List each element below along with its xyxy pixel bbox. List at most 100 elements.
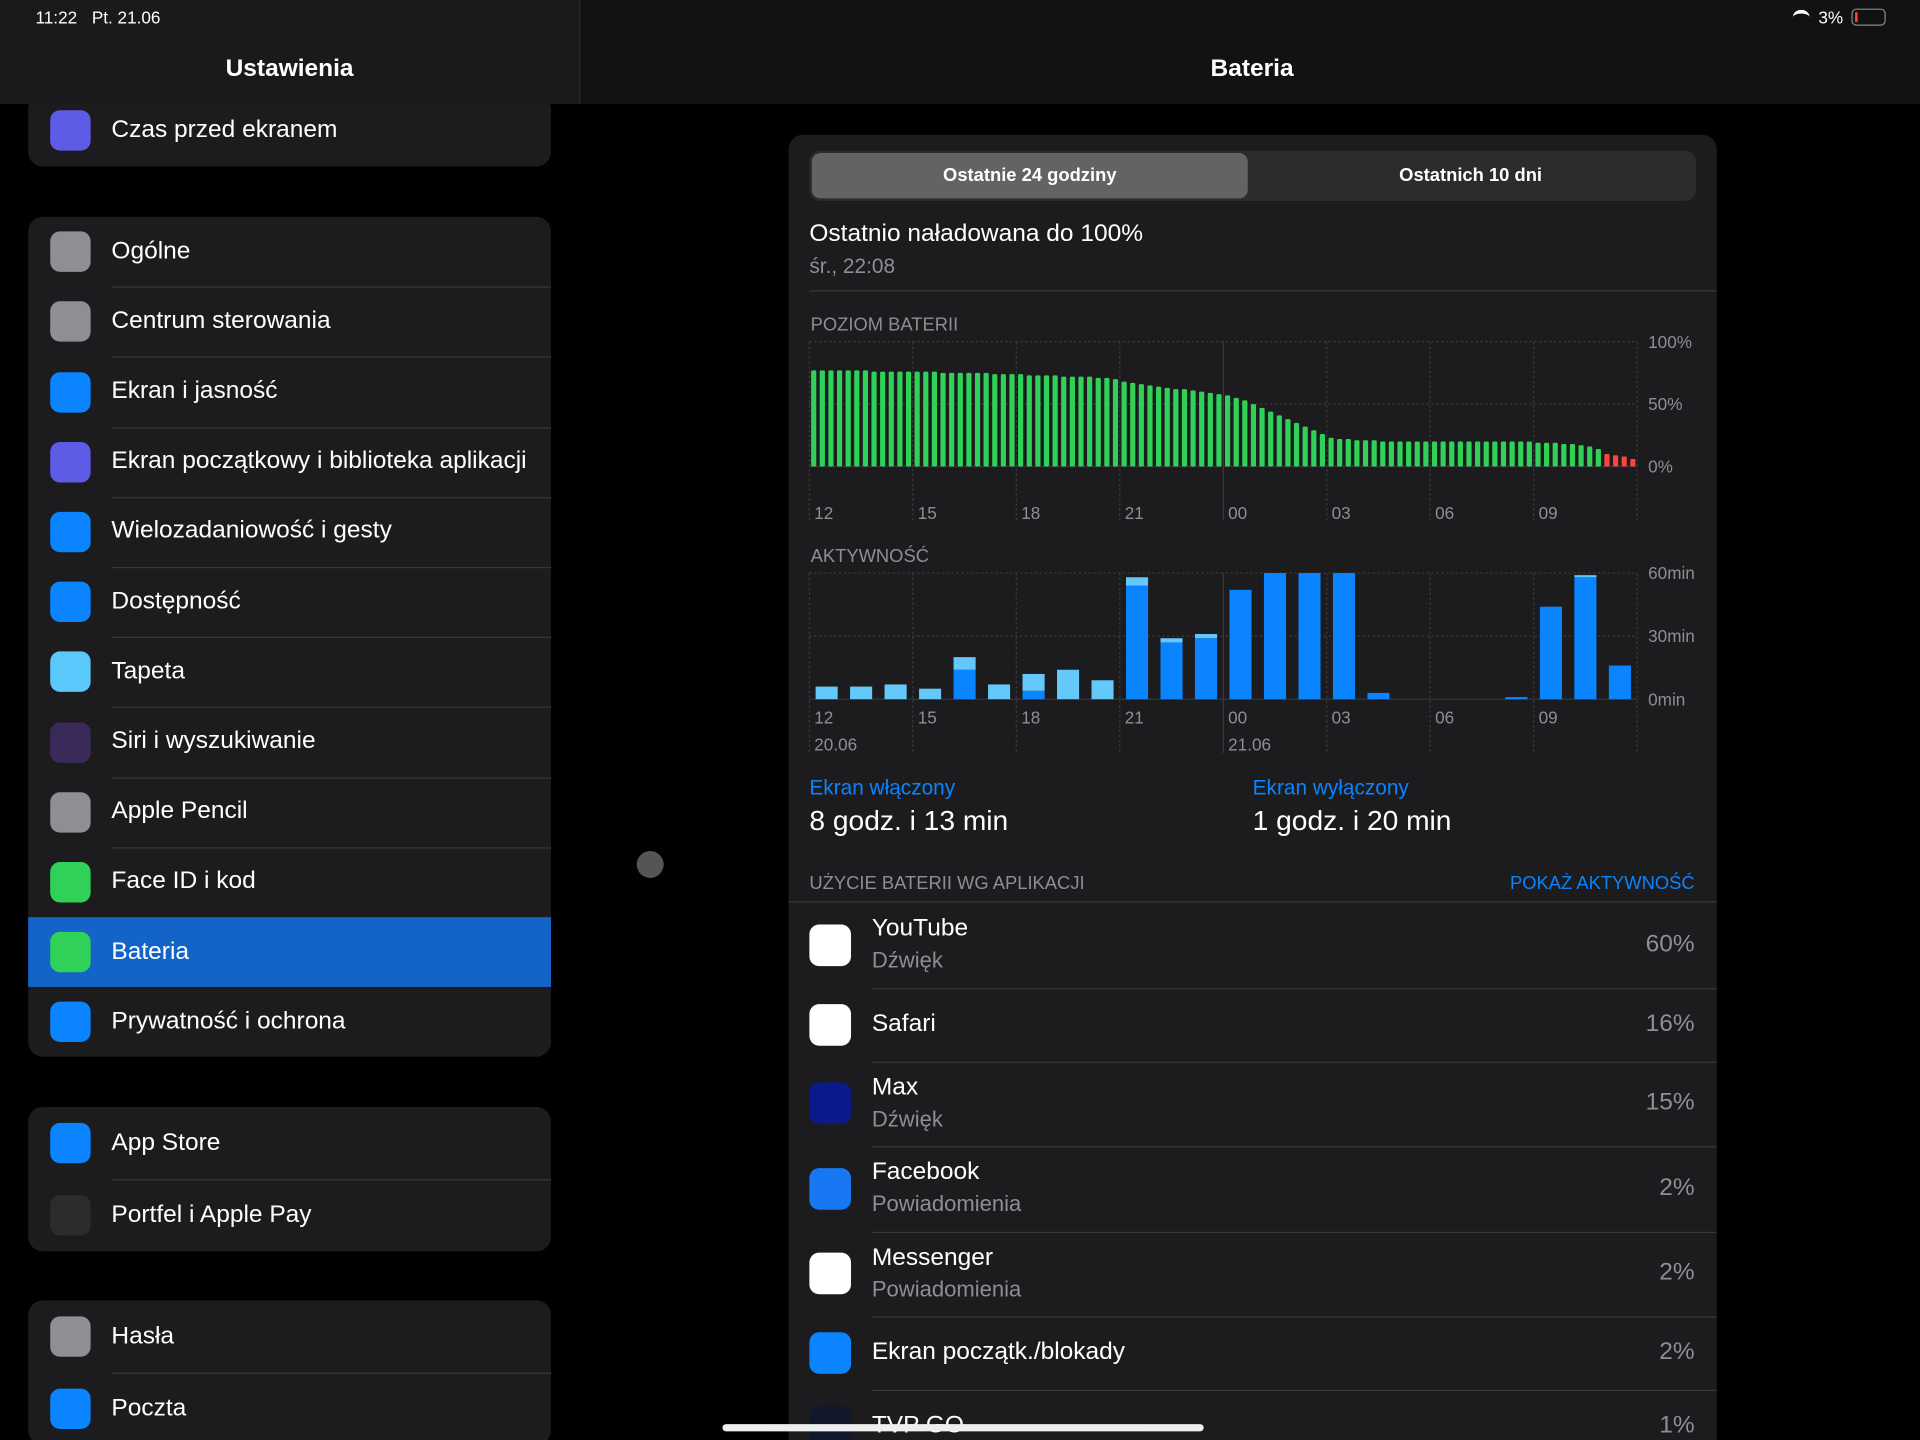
battery-bar [1018,374,1024,467]
activity-bar [1022,673,1045,691]
battery-bar [1440,441,1446,467]
x-tick-label: 06 [1435,708,1454,728]
x-tick-label: 03 [1332,503,1351,523]
battery-bar [1276,415,1282,467]
x-tick-label: 18 [1021,503,1040,523]
app-icon [809,1405,852,1440]
battery-bar [1613,455,1619,467]
row-label: Dostępność [111,587,241,615]
activity-bar [1194,638,1218,700]
settings-group [28,1106,552,1252]
battery-bar [1285,419,1291,467]
x-tick-label: 09 [1539,503,1558,523]
app-detail: Dźwięk [871,947,943,973]
x-tick-label: 15 [918,708,937,728]
battery-bar [1164,387,1170,467]
battery-bar [1104,377,1110,467]
y-tick-label: 60min [1648,563,1695,583]
battery-bar [1138,384,1144,467]
screen-off-label: Ekran wyłączony [1252,776,1409,800]
battery-bar [1595,449,1601,467]
show-activity-button[interactable]: POKAŻ AKTYWNOŚĆ [1509,873,1695,894]
battery-bar [1621,456,1627,467]
battery-bar [836,370,843,467]
battery-bar [1544,442,1550,467]
row-label: Prywatność i ochrona [111,1007,346,1035]
battery-bar [1457,441,1463,467]
separator [788,901,1717,903]
battery-bar [931,371,938,467]
x-tick-label: 09 [1539,708,1558,728]
separator [871,987,1717,989]
app-icon [809,1003,852,1046]
battery-bar [811,370,817,467]
activity-bar [1298,573,1321,700]
activity-bar [1091,680,1114,700]
x-tick-label: 12 [814,503,833,523]
app-percent: 60% [1645,930,1695,958]
y-tick-label: 0min [1648,689,1685,709]
battery-bar [1518,441,1524,467]
battery-bar [1190,390,1196,467]
battery-bar [957,372,963,467]
x-tick-label: 03 [1332,708,1351,728]
battery-bar [923,371,929,467]
battery-bar [1130,382,1136,467]
app-name: Facebook [871,1158,980,1186]
row-label: Ogólne [111,237,191,264]
row-label: Ekran początkowy i biblioteka aplikacji [111,447,527,475]
activity-bar [1574,577,1597,700]
detail-header: Bateria [579,0,1920,105]
screen-on-label: Ekran włączony [809,776,956,800]
battery-bar [905,371,912,467]
battery-bar [1423,441,1429,467]
separator [111,707,552,709]
row-icon [50,1388,91,1429]
date-label: 21.06 [1228,735,1271,755]
battery-bar [1371,440,1377,467]
app-name: Ekran początk./blokady [871,1338,1126,1366]
activity-bar [884,684,907,700]
app-icon [809,1252,852,1295]
activity-bar [1126,577,1149,586]
app-name: Messenger [871,1243,993,1271]
x-tick-label: 21 [1125,708,1144,728]
battery-bar [949,372,955,467]
activity-bar [1160,638,1183,643]
battery-bar [1319,434,1326,467]
battery-bar [871,371,877,467]
settings-row[interactable] [28,917,552,988]
battery-bar [1406,441,1412,467]
separator [111,286,552,288]
segment[interactable]: Ostatnich 10 dni [1399,165,1543,187]
x-tick-label: 12 [814,708,833,728]
separator [871,1231,1717,1233]
battery-bar [1475,441,1481,467]
battery-bar [897,371,903,467]
y-tick-label: 30min [1648,626,1695,646]
row-label: App Store [111,1128,221,1156]
battery-bar [1207,392,1213,467]
battery-bar [880,371,886,467]
battery-bar [940,372,946,467]
row-icon [50,110,91,151]
battery-bar [1311,430,1317,467]
separator [111,847,552,849]
battery-bar [1552,442,1558,467]
row-icon [50,1195,91,1236]
battery-bar [1087,376,1093,467]
segment[interactable]: Ostatnie 24 godziny [943,165,1117,187]
activity-bar [1263,573,1287,700]
app-percent: 1% [1659,1411,1695,1439]
app-detail: Powiadomienia [871,1191,1022,1216]
battery-bar [1500,441,1507,467]
battery-bar [1000,374,1006,467]
app-icon [809,1167,852,1210]
app-percent: 15% [1645,1088,1695,1116]
app-icon [809,924,852,966]
battery-bar [1337,439,1343,467]
battery-bar [1630,459,1636,467]
